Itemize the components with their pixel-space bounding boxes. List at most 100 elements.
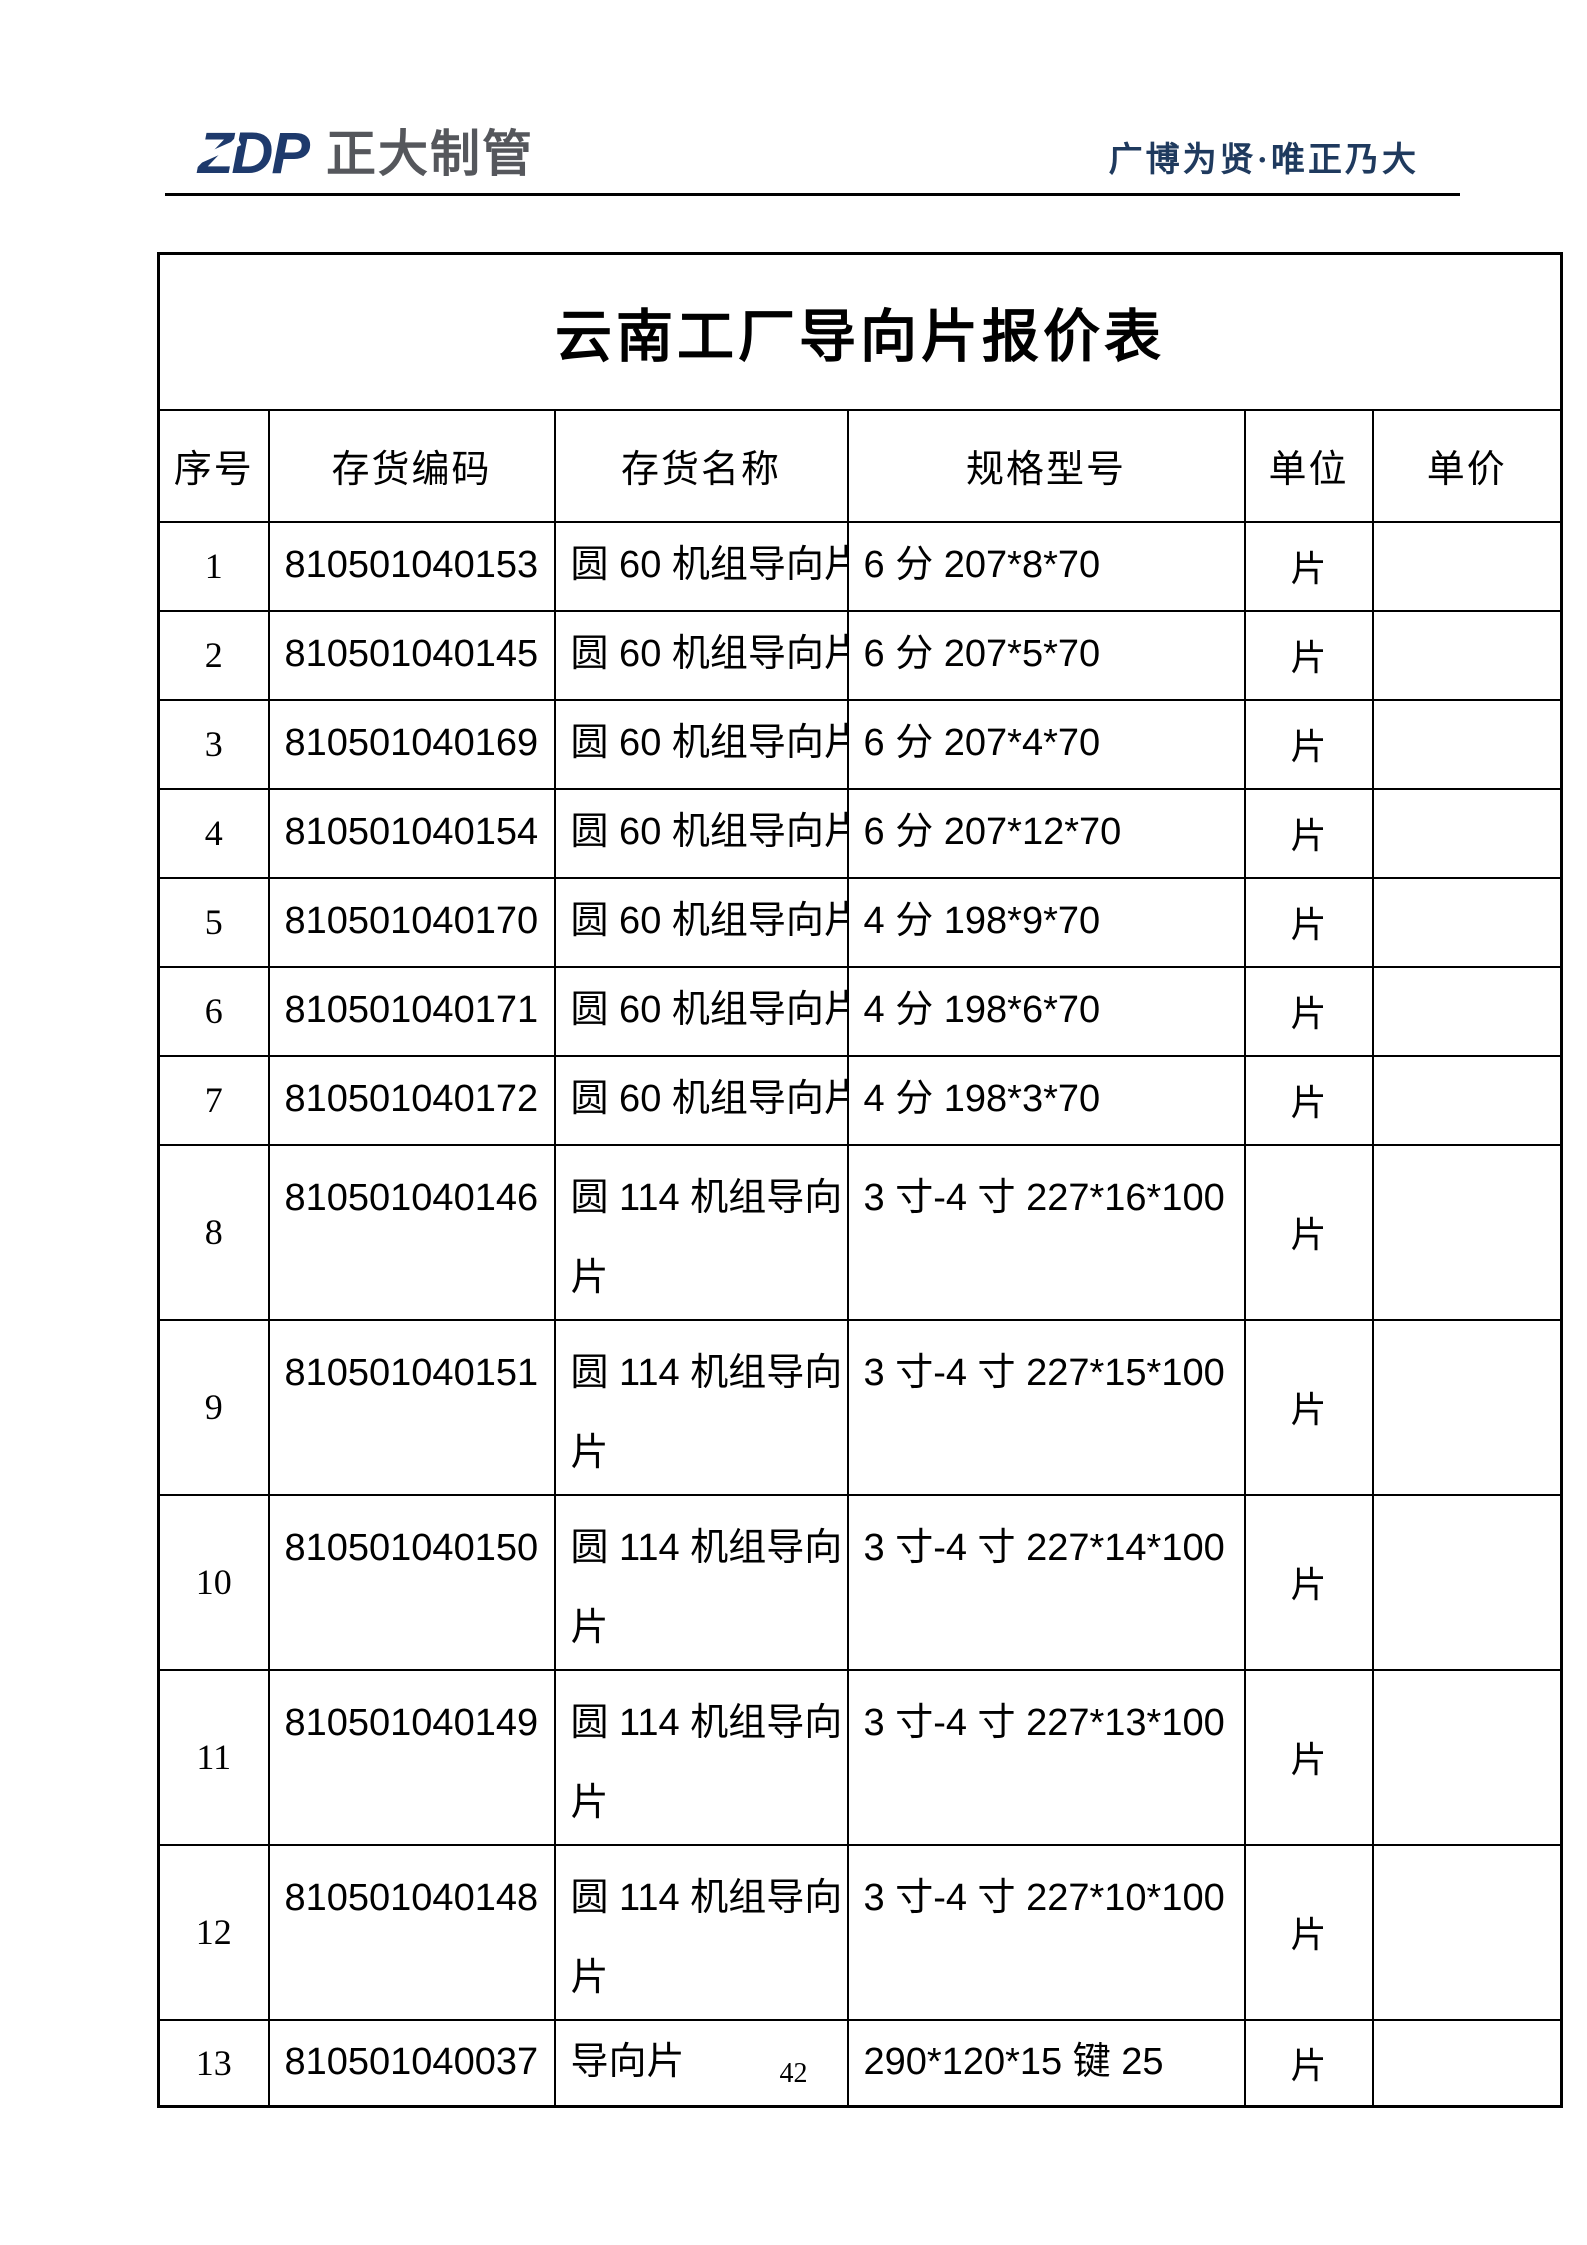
unit-cell: 片 bbox=[1243, 1668, 1374, 1846]
inventory-code-cell: 810501040149 bbox=[267, 1668, 556, 1846]
unit-price-cell bbox=[1371, 2018, 1563, 2108]
inventory-name-cell: 圆 60 机组导向片 bbox=[553, 965, 849, 1057]
spec-model-cell: 3 寸-4 寸 227*10*100 bbox=[846, 1843, 1246, 2021]
row-index-cell: 7 bbox=[157, 1054, 270, 1146]
table-row: 9 810501040151 圆 114 机组导向片 3 寸-4 寸 227*1… bbox=[157, 1318, 1563, 1496]
company-name: 正大制管 bbox=[326, 126, 534, 182]
unit-price-cell bbox=[1371, 1143, 1563, 1321]
row-index-cell: 13 bbox=[157, 2018, 270, 2108]
unit-price-cell bbox=[1371, 1318, 1563, 1496]
spec-model-cell: 6 分 207*8*70 bbox=[846, 520, 1246, 612]
unit-cell: 片 bbox=[1243, 520, 1374, 612]
table-row: 10 810501040150 圆 114 机组导向片 3 寸-4 寸 227*… bbox=[157, 1493, 1563, 1671]
inventory-name-cell: 圆 114 机组导向片 bbox=[553, 1318, 849, 1496]
unit-price-cell bbox=[1371, 698, 1563, 790]
column-header-index: 序号 bbox=[157, 408, 270, 523]
spec-model-cell: 4 分 198*3*70 bbox=[846, 1054, 1246, 1146]
inventory-code-cell: 810501040150 bbox=[267, 1493, 556, 1671]
company-slogan: 广博为贤·唯正乃大 bbox=[1108, 142, 1419, 179]
inventory-code-cell: 810501040037 bbox=[267, 2018, 556, 2108]
table-row: 3 810501040169 圆 60 机组导向片 6 分 207*4*70 片 bbox=[157, 698, 1563, 790]
unit-price-cell bbox=[1371, 520, 1563, 612]
column-header-name: 存货名称 bbox=[553, 408, 849, 523]
table-row: 4 810501040154 圆 60 机组导向片 6 分 207*12*70 … bbox=[157, 787, 1563, 879]
unit-cell: 片 bbox=[1243, 1318, 1374, 1496]
table-row: 1 810501040153 圆 60 机组导向片 6 分 207*8*70 片 bbox=[157, 520, 1563, 612]
inventory-name-cell: 圆 60 机组导向片 bbox=[553, 787, 849, 879]
column-header-code: 存货编码 bbox=[267, 408, 556, 523]
row-index-cell: 6 bbox=[157, 965, 270, 1057]
inventory-code-cell: 810501040172 bbox=[267, 1054, 556, 1146]
spec-model-cell: 6 分 207*5*70 bbox=[846, 609, 1246, 701]
inventory-code-cell: 810501040148 bbox=[267, 1843, 556, 2021]
unit-price-cell bbox=[1371, 1843, 1563, 2021]
column-header-unit: 单位 bbox=[1243, 408, 1374, 523]
spec-model-cell: 3 寸-4 寸 227*15*100 bbox=[846, 1318, 1246, 1496]
table-title: 云南工厂导向片报价表 bbox=[157, 252, 1563, 411]
table-row: 8 810501040146 圆 114 机组导向片 3 寸-4 寸 227*1… bbox=[157, 1143, 1563, 1321]
spec-model-cell: 290*120*15 键 25 bbox=[846, 2018, 1246, 2108]
unit-price-cell bbox=[1371, 1054, 1563, 1146]
table-row: 2 810501040145 圆 60 机组导向片 6 分 207*5*70 片 bbox=[157, 609, 1563, 701]
table-row: 7 810501040172 圆 60 机组导向片 4 分 198*3*70 片 bbox=[157, 1054, 1563, 1146]
row-index-cell: 4 bbox=[157, 787, 270, 879]
table-row: 12 810501040148 圆 114 机组导向片 3 寸-4 寸 227*… bbox=[157, 1843, 1563, 2021]
inventory-code-cell: 810501040151 bbox=[267, 1318, 556, 1496]
row-index-cell: 8 bbox=[157, 1143, 270, 1321]
unit-cell: 片 bbox=[1243, 787, 1374, 879]
unit-cell: 片 bbox=[1243, 1143, 1374, 1321]
unit-cell: 片 bbox=[1243, 698, 1374, 790]
row-index-cell: 5 bbox=[157, 876, 270, 968]
inventory-code-cell: 810501040170 bbox=[267, 876, 556, 968]
inventory-code-cell: 810501040171 bbox=[267, 965, 556, 1057]
column-header-spec: 规格型号 bbox=[846, 408, 1246, 523]
inventory-name-cell: 圆 114 机组导向片 bbox=[553, 1843, 849, 2021]
row-index-cell: 11 bbox=[157, 1668, 270, 1846]
row-index-cell: 12 bbox=[157, 1843, 270, 2021]
table-row: 13 810501040037 导向片 290*120*15 键 25 片 bbox=[157, 2018, 1563, 2108]
title-row: 云南工厂导向片报价表 bbox=[157, 252, 1563, 411]
table-row: 5 810501040170 圆 60 机组导向片 4 分 198*9*70 片 bbox=[157, 876, 1563, 968]
zdp-logo-icon: ZDP bbox=[198, 121, 310, 186]
inventory-code-cell: 810501040153 bbox=[267, 520, 556, 612]
header-divider bbox=[165, 193, 1460, 196]
inventory-name-cell: 圆 114 机组导向片 bbox=[553, 1143, 849, 1321]
unit-cell: 片 bbox=[1243, 965, 1374, 1057]
inventory-name-cell: 圆 60 机组导向片 bbox=[553, 876, 849, 968]
company-logo: ZDP 正大制管 bbox=[198, 122, 534, 186]
row-index-cell: 2 bbox=[157, 609, 270, 701]
spec-model-cell: 6 分 207*4*70 bbox=[846, 698, 1246, 790]
row-index-cell: 1 bbox=[157, 520, 270, 612]
unit-price-cell bbox=[1371, 609, 1563, 701]
unit-cell: 片 bbox=[1243, 609, 1374, 701]
inventory-code-cell: 810501040169 bbox=[267, 698, 556, 790]
page-number: 42 bbox=[779, 2058, 808, 2089]
quotation-table: 云南工厂导向片报价表 序号 存货编码 存货名称 规格型号 单位 单价 1 810… bbox=[157, 252, 1564, 2109]
inventory-name-cell: 圆 114 机组导向片 bbox=[553, 1493, 849, 1671]
spec-model-cell: 4 分 198*9*70 bbox=[846, 876, 1246, 968]
spec-model-cell: 3 寸-4 寸 227*14*100 bbox=[846, 1493, 1246, 1671]
inventory-code-cell: 810501040145 bbox=[267, 609, 556, 701]
table-row: 11 810501040149 圆 114 机组导向片 3 寸-4 寸 227*… bbox=[157, 1668, 1563, 1846]
column-header-row: 序号 存货编码 存货名称 规格型号 单位 单价 bbox=[157, 408, 1563, 523]
spec-model-cell: 3 寸-4 寸 227*16*100 bbox=[846, 1143, 1246, 1321]
inventory-code-cell: 810501040154 bbox=[267, 787, 556, 879]
unit-price-cell bbox=[1371, 876, 1563, 968]
unit-cell: 片 bbox=[1243, 876, 1374, 968]
row-index-cell: 3 bbox=[157, 698, 270, 790]
spec-model-cell: 6 分 207*12*70 bbox=[846, 787, 1246, 879]
row-index-cell: 9 bbox=[157, 1318, 270, 1496]
unit-cell: 片 bbox=[1243, 1054, 1374, 1146]
inventory-name-cell: 圆 114 机组导向片 bbox=[553, 1668, 849, 1846]
unit-cell: 片 bbox=[1243, 1493, 1374, 1671]
inventory-name-cell: 圆 60 机组导向片 bbox=[553, 1054, 849, 1146]
inventory-name-cell: 圆 60 机组导向片 bbox=[553, 609, 849, 701]
unit-price-cell bbox=[1371, 787, 1563, 879]
unit-cell: 片 bbox=[1243, 1843, 1374, 2021]
inventory-code-cell: 810501040146 bbox=[267, 1143, 556, 1321]
row-index-cell: 10 bbox=[157, 1493, 270, 1671]
inventory-name-cell: 圆 60 机组导向片 bbox=[553, 520, 849, 612]
unit-price-cell bbox=[1371, 1668, 1563, 1846]
spec-model-cell: 3 寸-4 寸 227*13*100 bbox=[846, 1668, 1246, 1846]
